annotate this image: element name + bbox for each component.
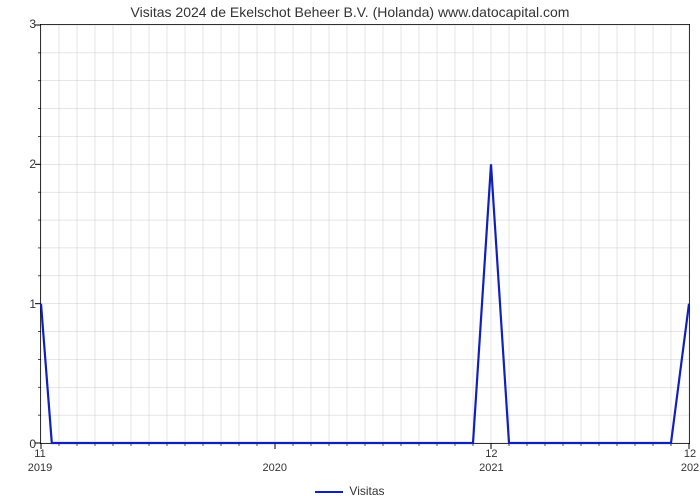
x-tick-label-bottom: 202 xyxy=(681,462,699,474)
x-tick-label-top: 12 xyxy=(485,448,497,460)
x-tick-label-top: 11 xyxy=(34,448,45,460)
chart-title: Visitas 2024 de Ekelschot Beheer B.V. (H… xyxy=(0,4,700,20)
legend-label: Visitas xyxy=(349,484,384,498)
x-tick-label-bottom: 2019 xyxy=(28,462,52,474)
x-tick-label-top: 12 xyxy=(684,448,696,460)
x-tick-label-bottom: 2020 xyxy=(262,462,286,474)
y-tick-label: 0 xyxy=(6,437,36,451)
legend-line-icon xyxy=(315,491,343,493)
y-tick-label: 3 xyxy=(6,17,36,31)
plot-svg xyxy=(41,25,689,443)
plot-area xyxy=(40,24,690,444)
y-tick-label: 2 xyxy=(6,157,36,171)
y-tick-label: 1 xyxy=(6,297,36,311)
x-tick-label-bottom: 2021 xyxy=(479,462,503,474)
chart-container: Visitas 2024 de Ekelschot Beheer B.V. (H… xyxy=(0,0,700,500)
legend: Visitas xyxy=(0,484,700,498)
